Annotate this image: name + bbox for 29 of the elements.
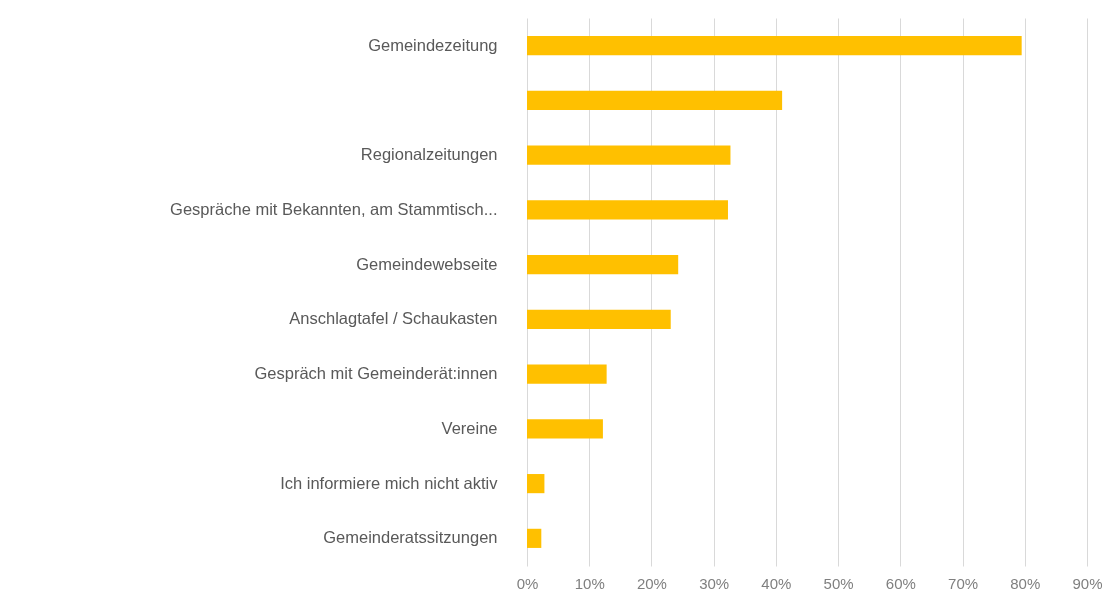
y-tick-label: Ich informiere mich nicht aktiv [280, 473, 499, 492]
bar [527, 255, 679, 275]
bar [527, 90, 783, 110]
bar [527, 36, 1022, 56]
y-tick-label: Gespräche mit Bekannten, am Stammtisch... [170, 199, 498, 218]
x-tick-label: 20% [636, 574, 667, 592]
y-tick-label: Vereine [441, 418, 498, 437]
y-tick-label: Gemeinderatssitzungen [323, 528, 498, 547]
bar [527, 309, 671, 329]
bar [527, 474, 545, 494]
bar [527, 528, 542, 548]
x-tick-label: 80% [1010, 574, 1041, 592]
x-tick-label: 50% [823, 574, 854, 592]
bar [527, 419, 603, 439]
x-tick-label: 70% [948, 574, 979, 592]
y-tick-label: Gespräch mit Gemeinderät:innen [254, 364, 498, 383]
bar [527, 145, 731, 165]
y-tick-label: Gemeindezeitung [368, 35, 498, 54]
x-tick-label: 0% [516, 574, 539, 592]
x-tick-label: 40% [761, 574, 792, 592]
bar [527, 200, 728, 220]
x-tick-label: 30% [699, 574, 730, 592]
bar [527, 364, 607, 384]
x-tick-label: 90% [1072, 574, 1103, 592]
y-tick-label: Gemeindewebseite [356, 254, 498, 273]
x-tick-label: 60% [885, 574, 916, 592]
y-tick-label: Anschlagtafel / Schaukasten [289, 309, 498, 328]
x-tick-label: 10% [574, 574, 605, 592]
y-tick-label: Regionalzeitungen [360, 145, 498, 164]
